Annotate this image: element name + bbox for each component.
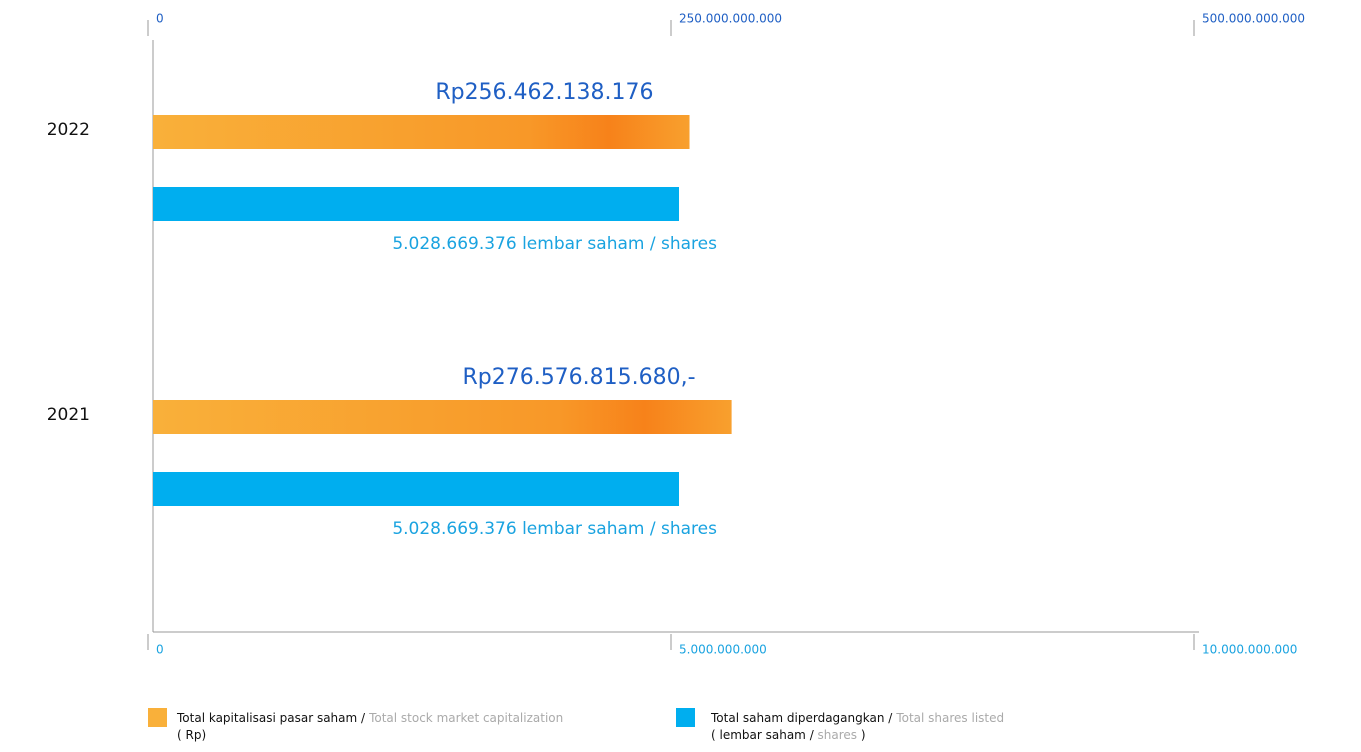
x-tick-label: 500.000.000.000 xyxy=(1202,12,1305,26)
category-label: 2021 xyxy=(47,405,90,425)
x-tick-label: 0 xyxy=(156,12,164,26)
legend-name-en: Total stock market capitalization xyxy=(368,711,563,725)
legend-name: Total saham diperdagangkan / xyxy=(710,711,893,725)
legend-name: Total kapitalisasi pasar saham / xyxy=(176,711,366,725)
legend-unit-part: ( lembar saham / xyxy=(711,728,818,742)
value-label: 5.028.669.376 lembar saham / shares xyxy=(392,519,717,539)
legend-unit: ( lembar saham / shares ) xyxy=(711,728,866,742)
legend-label: Total saham diperdagangkan / Total shares… xyxy=(710,711,1004,725)
bar xyxy=(153,472,679,506)
value-label: Rp256.462.138.176 xyxy=(435,80,653,105)
x-tick-label: 0 xyxy=(156,643,164,657)
x-tick-label: 5.000.000.000 xyxy=(679,643,767,657)
x-tick-label: 10.000.000.000 xyxy=(1202,643,1297,657)
legend-unit: ( Rp) xyxy=(177,728,206,742)
bar xyxy=(153,400,732,434)
category-label: 2022 xyxy=(47,120,90,140)
legend-unit-part: ( Rp) xyxy=(177,728,206,742)
legend-swatch xyxy=(676,708,695,727)
bar xyxy=(153,187,679,221)
x-tick-label: 250.000.000.000 xyxy=(679,12,782,26)
legend-unit-part: ) xyxy=(857,728,866,742)
legend-unit-part: shares xyxy=(818,728,858,742)
legend-swatch xyxy=(148,708,167,727)
legend-name-en: Total shares listed xyxy=(895,711,1004,725)
bar xyxy=(153,115,690,149)
value-label: 5.028.669.376 lembar saham / shares xyxy=(392,234,717,254)
value-label: Rp276.576.815.680,- xyxy=(462,365,695,390)
legend-label: Total kapitalisasi pasar saham / Total st… xyxy=(176,711,563,725)
